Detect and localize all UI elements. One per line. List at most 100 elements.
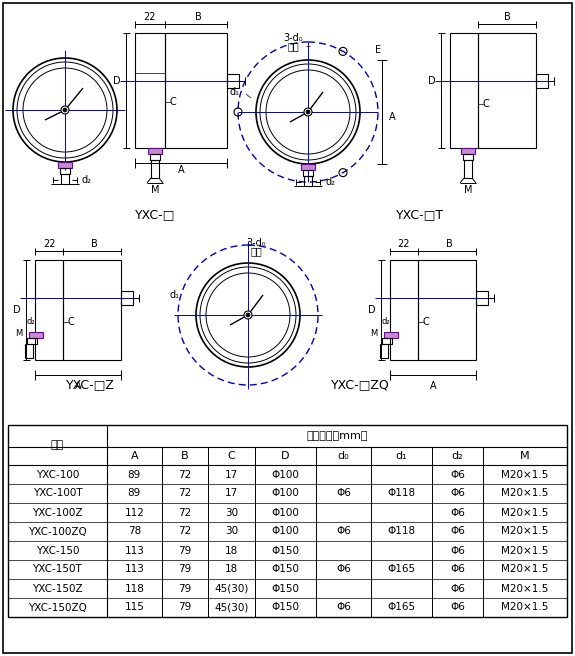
Text: YXC-□: YXC-□ bbox=[135, 209, 175, 222]
Text: D: D bbox=[368, 305, 376, 315]
Text: M: M bbox=[151, 185, 159, 195]
Text: C: C bbox=[482, 99, 489, 110]
Text: B: B bbox=[181, 451, 189, 461]
Text: Φ100: Φ100 bbox=[271, 508, 299, 518]
Bar bbox=[461, 148, 475, 154]
Text: YXC-□Z: YXC-□Z bbox=[66, 379, 114, 392]
Bar bbox=[61, 174, 69, 184]
Text: A: A bbox=[430, 381, 436, 391]
Text: Φ6: Φ6 bbox=[336, 527, 351, 537]
Text: M20×1.5: M20×1.5 bbox=[501, 508, 549, 518]
Text: Φ150: Φ150 bbox=[271, 565, 300, 575]
Text: YXC-150Z: YXC-150Z bbox=[32, 583, 83, 594]
Text: Φ6: Φ6 bbox=[450, 489, 465, 499]
Text: M20×1.5: M20×1.5 bbox=[501, 546, 549, 556]
Text: Φ100: Φ100 bbox=[271, 527, 299, 537]
Bar bbox=[135, 33, 165, 73]
Text: D: D bbox=[113, 76, 121, 87]
Circle shape bbox=[246, 313, 250, 317]
Text: Φ165: Φ165 bbox=[388, 602, 416, 613]
Text: 30: 30 bbox=[225, 527, 238, 537]
Text: B: B bbox=[91, 239, 97, 249]
Text: E: E bbox=[375, 45, 381, 55]
Text: Φ165: Φ165 bbox=[388, 565, 416, 575]
Bar bbox=[463, 154, 473, 160]
Text: YXC-150T: YXC-150T bbox=[33, 565, 82, 575]
Text: Φ118: Φ118 bbox=[388, 527, 416, 537]
Text: d₂: d₂ bbox=[26, 318, 35, 327]
Bar bbox=[150, 154, 160, 160]
Text: 72: 72 bbox=[178, 527, 192, 537]
Text: M: M bbox=[464, 185, 472, 195]
Text: M20×1.5: M20×1.5 bbox=[501, 489, 549, 499]
Circle shape bbox=[63, 108, 67, 112]
Text: A: A bbox=[178, 165, 185, 175]
Text: Φ6: Φ6 bbox=[450, 508, 465, 518]
Text: B: B bbox=[446, 239, 453, 249]
Text: d₂: d₂ bbox=[325, 177, 335, 187]
Bar bbox=[536, 74, 548, 89]
Text: Φ6: Φ6 bbox=[336, 565, 351, 575]
Text: 72: 72 bbox=[178, 508, 192, 518]
Text: 79: 79 bbox=[178, 583, 192, 594]
Text: Φ6: Φ6 bbox=[450, 470, 465, 480]
Text: YXC-□ZQ: YXC-□ZQ bbox=[331, 379, 389, 392]
Bar bbox=[464, 160, 472, 178]
Bar bbox=[29, 332, 43, 338]
Text: 17: 17 bbox=[225, 489, 238, 499]
Text: Φ6: Φ6 bbox=[450, 546, 465, 556]
Circle shape bbox=[306, 110, 310, 114]
Text: 79: 79 bbox=[178, 565, 192, 575]
Text: M: M bbox=[520, 451, 530, 461]
Text: 22: 22 bbox=[398, 239, 410, 249]
Bar bbox=[58, 162, 72, 168]
Text: D: D bbox=[428, 76, 436, 87]
Bar bbox=[450, 33, 478, 148]
Bar bbox=[121, 291, 133, 305]
Text: 78: 78 bbox=[128, 527, 141, 537]
Text: 89: 89 bbox=[128, 470, 141, 480]
Text: YXC-100Z: YXC-100Z bbox=[32, 508, 83, 518]
Bar bbox=[390, 260, 418, 360]
Text: A: A bbox=[131, 451, 138, 461]
Text: M20×1.5: M20×1.5 bbox=[501, 527, 549, 537]
Text: 89: 89 bbox=[128, 489, 141, 499]
Bar bbox=[25, 344, 33, 358]
Text: B: B bbox=[504, 12, 511, 22]
Text: Φ6: Φ6 bbox=[450, 602, 465, 613]
Text: 112: 112 bbox=[124, 508, 144, 518]
Text: C: C bbox=[423, 317, 430, 327]
Text: 113: 113 bbox=[124, 565, 144, 575]
Text: C: C bbox=[170, 97, 177, 107]
Text: A: A bbox=[389, 112, 396, 122]
Text: Φ100: Φ100 bbox=[271, 470, 299, 480]
Bar bbox=[165, 33, 227, 148]
Text: 113: 113 bbox=[124, 546, 144, 556]
Bar bbox=[476, 291, 488, 305]
Text: M20×1.5: M20×1.5 bbox=[501, 602, 549, 613]
Text: 3-d₀: 3-d₀ bbox=[246, 238, 266, 248]
Text: YXC-150ZQ: YXC-150ZQ bbox=[28, 602, 87, 613]
Bar bbox=[301, 164, 315, 170]
Text: 45(30): 45(30) bbox=[214, 583, 249, 594]
Text: YXC-100T: YXC-100T bbox=[33, 489, 82, 499]
Text: B: B bbox=[194, 12, 201, 22]
Bar bbox=[135, 33, 165, 148]
Text: Φ118: Φ118 bbox=[388, 489, 416, 499]
Bar bbox=[27, 338, 37, 344]
Text: 45(30): 45(30) bbox=[214, 602, 249, 613]
Text: d₁: d₁ bbox=[396, 451, 407, 461]
Bar bbox=[151, 160, 159, 178]
Text: A: A bbox=[75, 381, 81, 391]
Text: 18: 18 bbox=[225, 565, 238, 575]
Text: d₂: d₂ bbox=[82, 175, 92, 185]
Text: d₂: d₂ bbox=[382, 318, 390, 327]
Bar bbox=[148, 148, 162, 154]
Bar bbox=[384, 332, 398, 338]
Text: 79: 79 bbox=[178, 546, 192, 556]
Text: 79: 79 bbox=[178, 602, 192, 613]
Text: Φ6: Φ6 bbox=[450, 583, 465, 594]
Text: 3-d₀: 3-d₀ bbox=[283, 33, 303, 43]
Text: 17: 17 bbox=[225, 470, 238, 480]
Text: Φ150: Φ150 bbox=[271, 602, 300, 613]
